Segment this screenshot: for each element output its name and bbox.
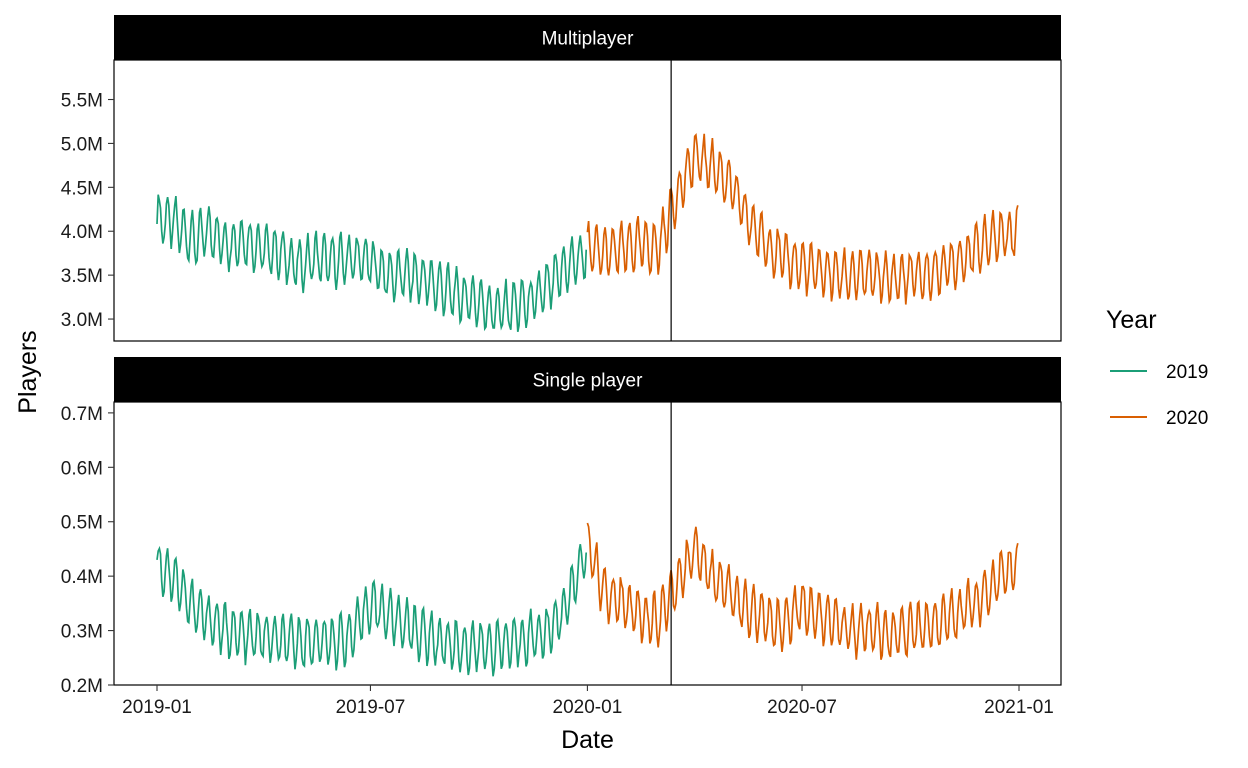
y-tick-label: 0.2M [61, 676, 103, 697]
y-tick-label: 3.5M [61, 266, 103, 287]
y-tick-label: 0.5M [61, 513, 103, 534]
series-line-2020-panel-1 [586, 133, 1019, 305]
panel-strip-1 [114, 15, 1061, 60]
panel-title-2: Single player [533, 371, 644, 392]
panel-frame-1 [113, 59, 1062, 342]
legend-label-2020: 2020 [1166, 408, 1208, 429]
series-line-2019-panel-1 [156, 194, 588, 332]
series-line-2019-panel-2 [156, 544, 588, 677]
y-tick-label: 4.5M [61, 178, 103, 199]
y-tick-label: 5.0M [61, 134, 103, 155]
legend-label-2019: 2019 [1166, 362, 1208, 383]
panel-strip-2 [114, 357, 1061, 402]
y-tick-label: 3.0M [61, 310, 103, 331]
x-tick-label: 2021-01 [984, 697, 1054, 718]
x-tick-label: 2019-01 [122, 697, 192, 718]
panel-title-1: Multiplayer [542, 29, 635, 50]
y-tick-label: 0.7M [61, 404, 103, 425]
y-tick-label: 5.5M [61, 91, 103, 112]
x-tick-label: 2020-07 [767, 697, 837, 718]
x-axis-title: Date [561, 726, 614, 754]
x-tick-label: 2020-01 [553, 697, 623, 718]
y-axis-title: Players [14, 330, 42, 413]
legend-title: Year [1106, 306, 1157, 334]
y-tick-label: 0.3M [61, 622, 103, 643]
series-line-2020-panel-2 [586, 522, 1019, 660]
x-tick-label: 2019-07 [336, 697, 406, 718]
y-tick-label: 0.6M [61, 458, 103, 479]
y-tick-label: 4.0M [61, 222, 103, 243]
y-tick-label: 0.4M [61, 567, 103, 588]
